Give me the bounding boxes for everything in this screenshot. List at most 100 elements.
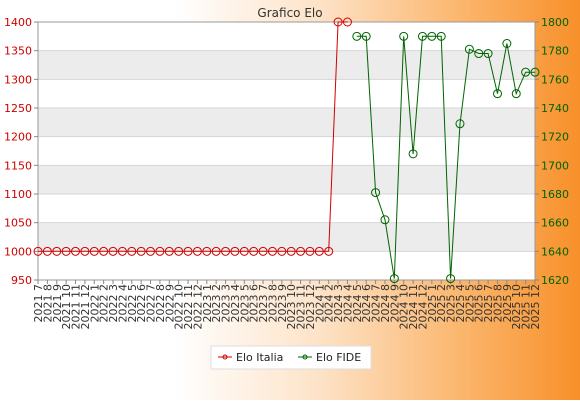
x-tick-label: 2021 9 xyxy=(51,284,64,323)
grid-band xyxy=(38,108,535,137)
data-point-elo-fide xyxy=(408,149,418,159)
data-point-elo-italia xyxy=(108,246,118,256)
data-point-elo-fide xyxy=(511,89,521,99)
x-tick-label: 2024 9 xyxy=(388,284,401,323)
x-tick-label: 2025 10 xyxy=(510,284,523,330)
data-point-elo-fide xyxy=(389,274,399,284)
data-point-elo-italia xyxy=(314,246,324,256)
x-tick-label: 2025 5 xyxy=(463,284,476,323)
data-point-elo-fide xyxy=(446,274,456,284)
data-point-elo-italia xyxy=(71,246,81,256)
series-line-elo-italia xyxy=(38,21,348,252)
y-right-tick-label: 1620 xyxy=(541,274,569,287)
x-tick-label: 2022 1 xyxy=(88,284,101,323)
x-tick-label: 2023 8 xyxy=(266,284,279,323)
legend-marker-elo-italia xyxy=(222,354,228,360)
data-point-elo-italia xyxy=(183,246,193,256)
x-tick-label: 2025 8 xyxy=(491,284,504,323)
x-tick-label: 2023 1 xyxy=(201,284,214,323)
x-tick-label: 2024 4 xyxy=(341,284,354,323)
data-point-elo-italia xyxy=(249,246,259,256)
x-tick-label: 2023 5 xyxy=(238,284,251,323)
chart-title: Grafico Elo xyxy=(257,6,322,20)
x-tick-label: 2022 8 xyxy=(154,284,167,323)
x-tick-label: 2021 11 xyxy=(70,284,83,330)
x-tick-label: 2023 7 xyxy=(257,284,270,323)
data-point-elo-italia xyxy=(33,246,43,256)
legend-label-elo-fide: Elo FIDE xyxy=(316,351,361,364)
plot-border xyxy=(37,21,536,281)
data-point-elo-fide xyxy=(361,31,371,41)
x-tick-label: 2023 6 xyxy=(248,284,261,323)
x-tick-label: 2025 1 xyxy=(426,284,439,323)
data-point-elo-italia xyxy=(221,246,231,256)
data-point-elo-fide xyxy=(380,215,390,225)
data-point-elo-italia xyxy=(146,246,156,256)
y-right-tick-label: 1700 xyxy=(541,159,569,172)
y-left-tick-label: 1250 xyxy=(4,102,32,115)
x-tick-label: 2023 2 xyxy=(210,284,223,323)
data-point-elo-italia xyxy=(211,246,221,256)
grid-band xyxy=(38,165,535,194)
data-point-elo-italia xyxy=(136,246,146,256)
x-tick-label: 2025 11 xyxy=(520,284,533,330)
x-tick-label: 2023 12 xyxy=(304,284,317,330)
data-point-elo-fide xyxy=(483,49,493,59)
y-right-tick-label: 1760 xyxy=(541,73,569,86)
x-tick-label: 2025 7 xyxy=(482,284,495,323)
x-tick-label: 2022 2 xyxy=(98,284,111,323)
data-point-elo-italia xyxy=(61,246,71,256)
y-left-tick-label: 1050 xyxy=(4,217,32,230)
x-tick-label: 2022 10 xyxy=(173,284,186,330)
x-tick-label: 2025 6 xyxy=(473,284,486,323)
grid-band xyxy=(38,50,535,80)
data-point-elo-italia xyxy=(267,246,277,256)
x-tick-label: 2023 11 xyxy=(295,284,308,330)
data-point-elo-fide xyxy=(436,31,446,41)
x-tick-label: 2022 12 xyxy=(191,284,204,330)
legend-box xyxy=(210,345,372,370)
data-point-elo-italia xyxy=(239,246,249,256)
data-point-elo-italia xyxy=(174,246,184,256)
x-tick-label: 2022 6 xyxy=(135,284,148,323)
x-tick-label: 2024 8 xyxy=(379,284,392,323)
y-left-tick-label: 1150 xyxy=(4,159,32,172)
y-right-tick-label: 1680 xyxy=(541,188,569,201)
legend-label-elo-italia: Elo Italia xyxy=(236,351,283,364)
data-point-elo-fide xyxy=(427,31,437,41)
x-tick-label: 2025 9 xyxy=(501,284,514,323)
y-left-tick-label: 1350 xyxy=(4,45,32,58)
data-point-elo-italia xyxy=(52,246,62,256)
x-tick-label: 2025 3 xyxy=(445,284,458,323)
y-right-tick-label: 1640 xyxy=(541,245,569,258)
data-point-elo-fide xyxy=(474,49,484,59)
data-point-elo-fide xyxy=(530,67,540,77)
x-tick-label: 2024 12 xyxy=(416,284,429,330)
legend: Elo Italia Elo FIDE xyxy=(210,345,372,370)
data-point-elo-italia xyxy=(99,246,109,256)
x-tick-label: 2024 6 xyxy=(360,284,373,323)
data-point-elo-italia xyxy=(164,246,174,256)
x-tick-label: 2024 5 xyxy=(351,284,364,323)
data-point-elo-fide xyxy=(371,188,381,198)
x-tick-label: 2023 10 xyxy=(285,284,298,330)
y-right-tick-label: 1660 xyxy=(541,217,569,230)
x-tick-label: 2024 11 xyxy=(407,284,420,330)
data-point-elo-italia xyxy=(202,246,212,256)
x-tick-label: 2022 11 xyxy=(182,284,195,330)
y-left-tick-label: 1300 xyxy=(4,73,32,86)
data-point-elo-italia xyxy=(333,17,343,27)
data-point-elo-italia xyxy=(89,246,99,256)
plot-area: 950 1000 1050 1100 1150 1200 1250 1300 1350 1400 1… xyxy=(4,16,569,330)
y-left-tick-label: 1200 xyxy=(4,131,32,144)
data-point-elo-italia xyxy=(258,246,268,256)
data-point-elo-fide xyxy=(352,31,362,41)
data-point-elo-italia xyxy=(296,246,306,256)
x-tick-label: 2022 9 xyxy=(163,284,176,323)
x-tick-label: 2024 10 xyxy=(398,284,411,330)
x-tick-label: 2023 4 xyxy=(229,284,242,323)
data-point-elo-fide xyxy=(464,44,474,54)
x-tick-label: 2024 2 xyxy=(323,284,336,323)
